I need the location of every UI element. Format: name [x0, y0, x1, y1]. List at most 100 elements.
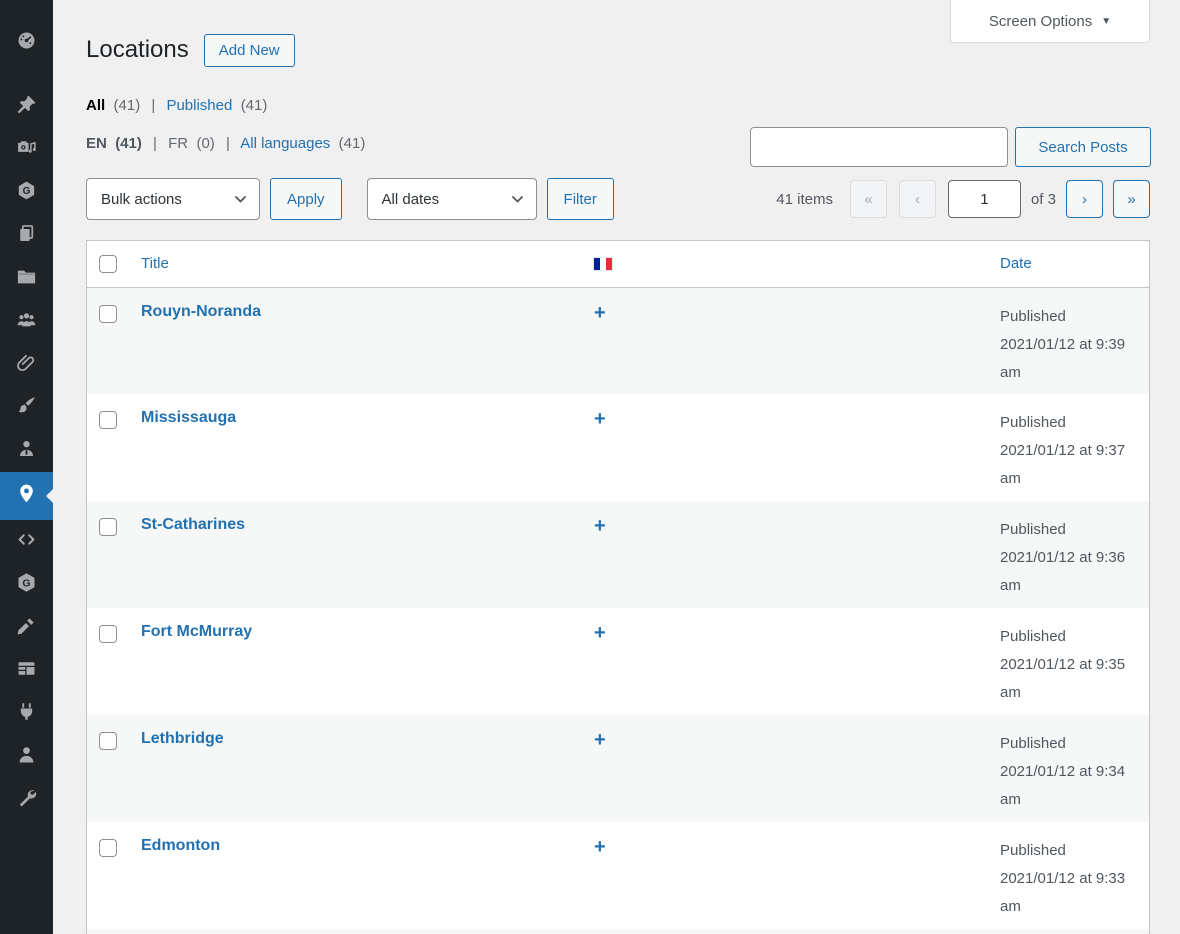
- add-translation-button[interactable]: +: [594, 408, 606, 430]
- sidebar-item-tables[interactable]: [0, 649, 53, 692]
- sidebar-item-hexagon-g[interactable]: G: [0, 563, 53, 606]
- sidebar-item-dashboard[interactable]: [0, 21, 53, 64]
- sidebar-item-links[interactable]: [0, 343, 53, 386]
- sidebar-item-tools[interactable]: [0, 778, 53, 821]
- sidebar-item-media[interactable]: [0, 128, 53, 171]
- add-new-button[interactable]: Add New: [203, 33, 295, 67]
- add-translation-button[interactable]: +: [594, 729, 606, 751]
- add-translation-button[interactable]: +: [594, 622, 606, 644]
- filter-separator: |: [225, 135, 230, 152]
- publish-datetime: 2021/01/12 at 9:35 am: [1000, 656, 1126, 701]
- sidebar-item-staff[interactable]: [0, 429, 53, 472]
- first-page-button[interactable]: «: [849, 180, 887, 218]
- pushpin-icon: [16, 94, 37, 120]
- sidebar-item-locations[interactable]: [0, 472, 53, 520]
- row-checkbox[interactable]: [99, 411, 117, 429]
- date-cell: Published 2021/01/12 at 9:33 am: [1000, 822, 1149, 929]
- groups-icon: [16, 309, 37, 335]
- admin-sidebar: G G: [0, 0, 53, 934]
- filter-separator: |: [153, 135, 157, 152]
- main-content: Screen Options ▼ Locations Add New All (…: [53, 0, 1180, 934]
- folder-icon: [16, 266, 37, 292]
- table-row: Fort McMurray + Published 2021/01/12 at 9…: [87, 608, 1149, 715]
- sidebar-item-groups[interactable]: [0, 300, 53, 343]
- table-row: Lethbridge + Published 2021/01/12 at 9:34…: [87, 715, 1149, 822]
- status-badge: Published: [1000, 735, 1066, 752]
- row-checkbox[interactable]: [99, 304, 117, 323]
- status-badge: Published: [1000, 307, 1066, 325]
- page-title: Locations: [86, 36, 189, 63]
- sidebar-item-users[interactable]: [0, 735, 53, 778]
- sidebar-item-appearance[interactable]: [0, 386, 53, 429]
- wrench-icon: [16, 787, 37, 813]
- post-title-link[interactable]: Fort McMurray: [141, 623, 253, 640]
- pagination: 41 items « ‹ of 3 › »: [776, 180, 1150, 218]
- filter-separator: |: [151, 97, 156, 114]
- hexagon-g-icon: G: [16, 572, 37, 598]
- date-cell: Published 2021/01/12 at 9:39 am: [1000, 287, 1149, 394]
- paintbrush-icon: [16, 395, 37, 421]
- sidebar-item-folder[interactable]: [0, 257, 53, 300]
- next-page-button[interactable]: ›: [1066, 180, 1103, 218]
- dates-select[interactable]: All dates: [366, 178, 537, 220]
- dashboard-icon: [16, 30, 37, 56]
- status-badge: Published: [1000, 414, 1066, 431]
- table-grid-icon: [16, 658, 37, 684]
- filter-all-link[interactable]: All: [86, 97, 106, 114]
- filter-fr-count: (0): [196, 135, 215, 152]
- row-checkbox[interactable]: [99, 518, 117, 536]
- chevron-down-icon: [511, 195, 523, 202]
- row-checkbox[interactable]: [99, 625, 117, 643]
- table-row-partial: [87, 929, 1149, 934]
- row-checkbox[interactable]: [99, 732, 117, 750]
- add-translation-button[interactable]: +: [594, 301, 606, 324]
- current-page-input[interactable]: [947, 180, 1021, 218]
- filter-button[interactable]: Filter: [546, 178, 614, 220]
- posts-table: Title Date Rouyn-Noranda + Published 2021…: [86, 240, 1150, 934]
- publish-datetime: 2021/01/12 at 9:34 am: [1000, 763, 1126, 808]
- add-translation-button[interactable]: +: [594, 836, 606, 858]
- post-title-link[interactable]: Mississauga: [141, 409, 237, 426]
- post-title-link[interactable]: St-Catharines: [141, 516, 246, 533]
- sidebar-item-posts[interactable]: [0, 85, 53, 128]
- post-title-link[interactable]: Rouyn-Noranda: [141, 302, 261, 320]
- sidebar-item-gravityforms[interactable]: G: [0, 171, 53, 214]
- date-cell: Published 2021/01/12 at 9:37 am: [1000, 394, 1149, 501]
- filter-fr-link[interactable]: FR: [168, 135, 189, 152]
- last-page-button[interactable]: »: [1113, 180, 1150, 218]
- table-row: Mississauga + Published 2021/01/12 at 9:3…: [87, 394, 1149, 501]
- person-id-icon: [16, 438, 37, 464]
- sidebar-item-builder[interactable]: [0, 606, 53, 649]
- plug-icon: [16, 701, 37, 727]
- code-brackets-icon: [16, 529, 37, 555]
- screen-options-label: Screen Options: [988, 12, 1093, 30]
- filter-en-link[interactable]: EN: [86, 135, 107, 152]
- svg-text:G: G: [23, 186, 31, 197]
- sort-date-header[interactable]: Date: [1000, 255, 1032, 273]
- pages-icon: [16, 223, 37, 249]
- camera-media-icon: [16, 137, 37, 163]
- prev-page-button[interactable]: ‹: [898, 180, 936, 218]
- select-all-checkbox[interactable]: [99, 254, 117, 273]
- search-posts-button[interactable]: Search Posts: [1015, 127, 1151, 167]
- sidebar-item-code[interactable]: [0, 520, 53, 563]
- date-cell: Published 2021/01/12 at 9:35 am: [1000, 608, 1149, 715]
- chevron-down-icon: ▼: [1101, 15, 1112, 27]
- post-title-link[interactable]: Lethbridge: [141, 730, 224, 747]
- table-header-row: Title Date: [87, 241, 1149, 288]
- row-checkbox[interactable]: [99, 839, 117, 857]
- svg-text:G: G: [22, 577, 30, 589]
- bulk-actions-select[interactable]: Bulk actions: [86, 178, 260, 220]
- filter-published-link[interactable]: Published: [166, 97, 233, 114]
- screen-options-button[interactable]: Screen Options ▼: [950, 0, 1150, 43]
- add-translation-button[interactable]: +: [594, 515, 606, 537]
- search-input[interactable]: [750, 127, 1008, 167]
- post-title-link[interactable]: Edmonton: [141, 837, 221, 854]
- sidebar-item-pages[interactable]: [0, 214, 53, 257]
- items-count: 41 items: [776, 190, 833, 208]
- hexagon-g-icon: G: [16, 180, 37, 206]
- sidebar-item-plugins[interactable]: [0, 692, 53, 735]
- filter-all-languages-link[interactable]: All languages: [240, 135, 331, 152]
- apply-button[interactable]: Apply: [270, 178, 342, 220]
- sort-title-header[interactable]: Title: [141, 255, 169, 273]
